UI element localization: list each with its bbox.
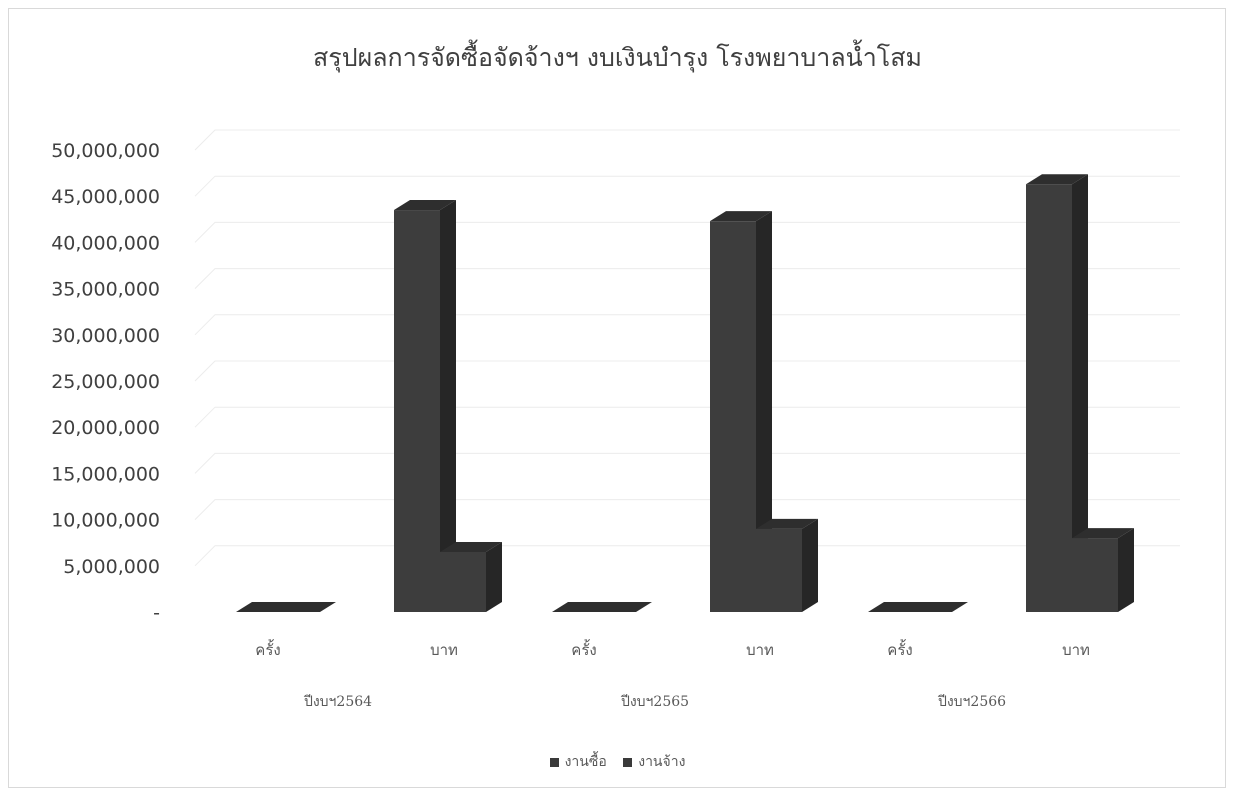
bar-hire-1-side <box>802 518 818 612</box>
bar-purchase-2 <box>1026 174 1088 613</box>
category-label: บาท <box>430 641 458 659</box>
gridline <box>194 360 1180 382</box>
bar-purchase-1-top <box>710 211 772 222</box>
bar-hire-1-top <box>756 518 818 529</box>
gridline <box>194 129 1180 151</box>
group-labels: ปีงบฯ2564 ปีงบฯ2565 ปีงบฯ2566 <box>303 694 1006 710</box>
y-tick-label: 15,000,000 <box>51 463 160 485</box>
bar-hire-0-front <box>440 551 486 612</box>
bar-purchase-2-front <box>1026 184 1072 613</box>
bar-hire-1-front <box>756 528 802 612</box>
legend-item-hire: งานจ้าง <box>623 751 685 773</box>
y-tick-label: 20,000,000 <box>51 417 160 439</box>
legend-label-purchase: งานซื้อ <box>564 754 607 770</box>
gridline <box>194 314 1180 336</box>
y-tick-label: 35,000,000 <box>51 279 160 301</box>
bar-hire-2-top <box>1072 528 1134 539</box>
category-label: ครั้ง <box>571 639 596 659</box>
chart-frame <box>8 8 1226 788</box>
bar-purchase-2-top <box>1026 174 1088 185</box>
y-tick-label: 45,000,000 <box>51 186 160 208</box>
legend-label-hire: งานจ้าง <box>638 754 686 770</box>
bar-hire-2-front <box>1072 538 1118 612</box>
y-axis-ticks: - 5,000,000 10,000,000 15,000,000 20,000,000… <box>51 140 160 624</box>
category-label: บาท <box>746 641 774 659</box>
category-label: ครั้ง <box>255 639 280 659</box>
category-labels: ครั้ง บาท ครั้ง บาท ครั้ง บาท <box>255 639 1090 659</box>
gridline <box>194 268 1180 289</box>
bar-purchase-1-side <box>756 211 772 612</box>
bar-hire-0 <box>440 541 502 612</box>
y-tick-label: 30,000,000 <box>51 325 160 347</box>
y-tick-label: 40,000,000 <box>51 232 160 254</box>
bar-hire-2 <box>1072 528 1134 612</box>
bar-purchase-0 <box>394 200 456 612</box>
bar-count-1-top <box>552 602 652 612</box>
category-label: บาท <box>1062 641 1090 659</box>
gridline <box>194 545 1180 567</box>
bar-count-2 <box>868 602 968 612</box>
group-label: ปีงบฯ2564 <box>303 694 372 710</box>
bar-hire-0-side <box>486 541 502 612</box>
gridline <box>194 175 1180 197</box>
legend: งานซื้อ งานจ้าง <box>0 751 1235 773</box>
y-tick-label: 25,000,000 <box>51 371 160 393</box>
bar-purchase-1 <box>710 211 772 612</box>
bar-count-1 <box>552 602 652 612</box>
legend-swatch-hire <box>623 757 633 767</box>
bar-purchase-1-front <box>710 221 756 612</box>
y-tick-label: 10,000,000 <box>51 510 160 532</box>
gridline <box>194 452 1180 474</box>
y-tick-label: 5,000,000 <box>63 556 160 578</box>
bar-count-0-top <box>236 602 336 612</box>
gridlines <box>194 129 1180 567</box>
chart-title: สรุปผลการจัดซื้อจัดจ้างฯ งบเงินบำรุง โรง… <box>313 43 922 72</box>
y-tick-label: 50,000,000 <box>51 140 160 162</box>
gridline <box>194 499 1180 520</box>
gridline <box>194 221 1180 243</box>
bars <box>236 174 1134 613</box>
bar-count-0 <box>236 602 336 612</box>
bar-purchase-0-front <box>394 210 440 612</box>
bar-purchase-0-side <box>440 200 456 612</box>
bar-count-2-top <box>868 602 968 612</box>
legend-swatch-purchase <box>549 757 559 767</box>
category-label: ครั้ง <box>887 639 912 659</box>
bar-hire-2-side <box>1118 528 1134 612</box>
group-label: ปีงบฯ2565 <box>620 694 689 710</box>
bar-hire-0-top <box>440 541 502 552</box>
legend-item-purchase: งานซื้อ <box>549 751 607 773</box>
gridline <box>194 406 1180 428</box>
bar-purchase-2-side <box>1072 174 1088 613</box>
y-tick-label: - <box>153 602 160 624</box>
bar-purchase-0-top <box>394 200 456 211</box>
bar-hire-1 <box>756 518 818 612</box>
group-label: ปีงบฯ2566 <box>937 694 1006 710</box>
